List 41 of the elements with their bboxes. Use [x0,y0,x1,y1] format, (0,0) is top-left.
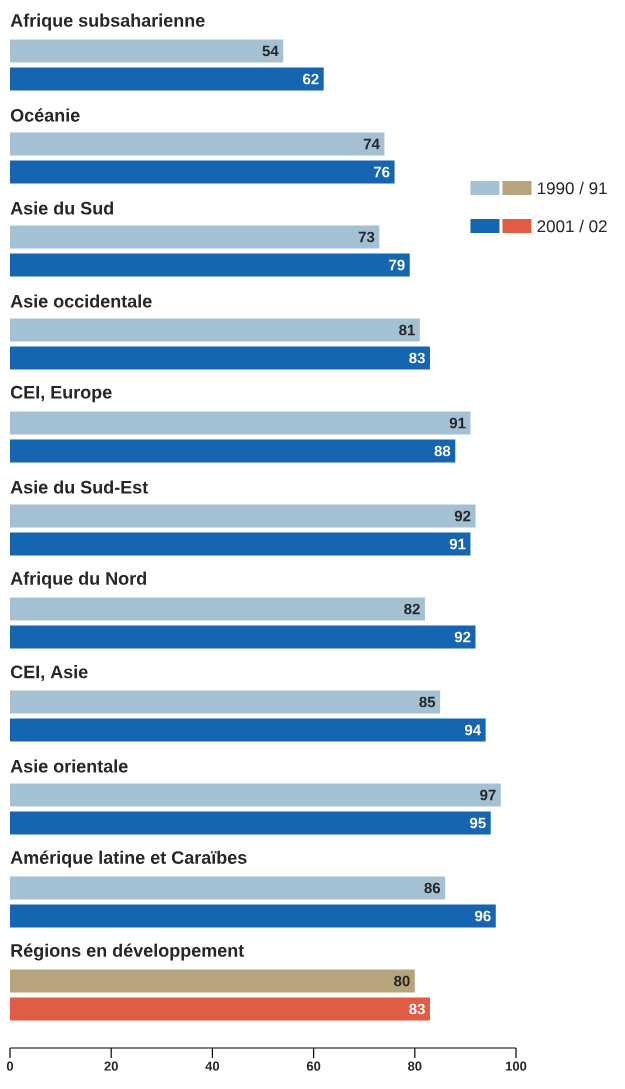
data-label: 81 [399,324,415,336]
y-tick-label: Afrique subsaharienne [10,13,205,31]
x-tick-label: 100 [505,1061,527,1071]
y-tick-label: Régions en développement [11,943,245,961]
x-tick-label: 40 [205,1061,220,1071]
y-tick-label: Asie occidentale [10,294,152,308]
data-label: 96 [475,910,491,922]
y-tick-label: Asie du Sud-Est [10,480,148,494]
x-tick-label: 20 [104,1061,118,1071]
data-label: 62 [303,73,319,85]
data-label: 85 [419,696,436,708]
y-tick-label: Afrique du Nord [10,571,146,589]
data-label: 92 [454,631,471,643]
legend-label: 1990 / 91 [537,181,607,195]
data-label: 73 [358,231,375,243]
data-label: 88 [434,445,451,457]
data-label: 79 [389,259,405,271]
data-label: 97 [480,789,496,801]
data-label: 54 [262,45,279,57]
data-label: 91 [449,417,466,429]
data-label: 82 [404,603,420,615]
x-tick-label: 60 [306,1061,321,1071]
data-label: 83 [409,352,425,364]
data-label: 76 [373,166,390,178]
data-label: 83 [409,1003,425,1015]
y-tick-label: Asie du Sud [10,201,114,215]
y-tick-label: Amérique latine et Caraïbes [10,850,247,868]
y-tick-label: Asie orientale [10,759,128,773]
data-label: 80 [394,975,410,987]
data-label: 94 [464,724,482,736]
y-tick-label: CEI, Europe [10,385,112,403]
x-tick-label: 0 [6,1061,14,1071]
data-label: 74 [363,138,380,150]
x-tick-label: 80 [407,1061,422,1071]
data-label: 86 [424,882,441,894]
data-label: 91 [449,538,466,550]
y-tick-label: Océanie [10,108,80,122]
legend-label: 2001 / 02 [537,219,607,233]
data-label: 95 [470,817,486,829]
data-label: 92 [454,510,471,522]
y-tick-label: CEI, Asie [10,665,88,681]
